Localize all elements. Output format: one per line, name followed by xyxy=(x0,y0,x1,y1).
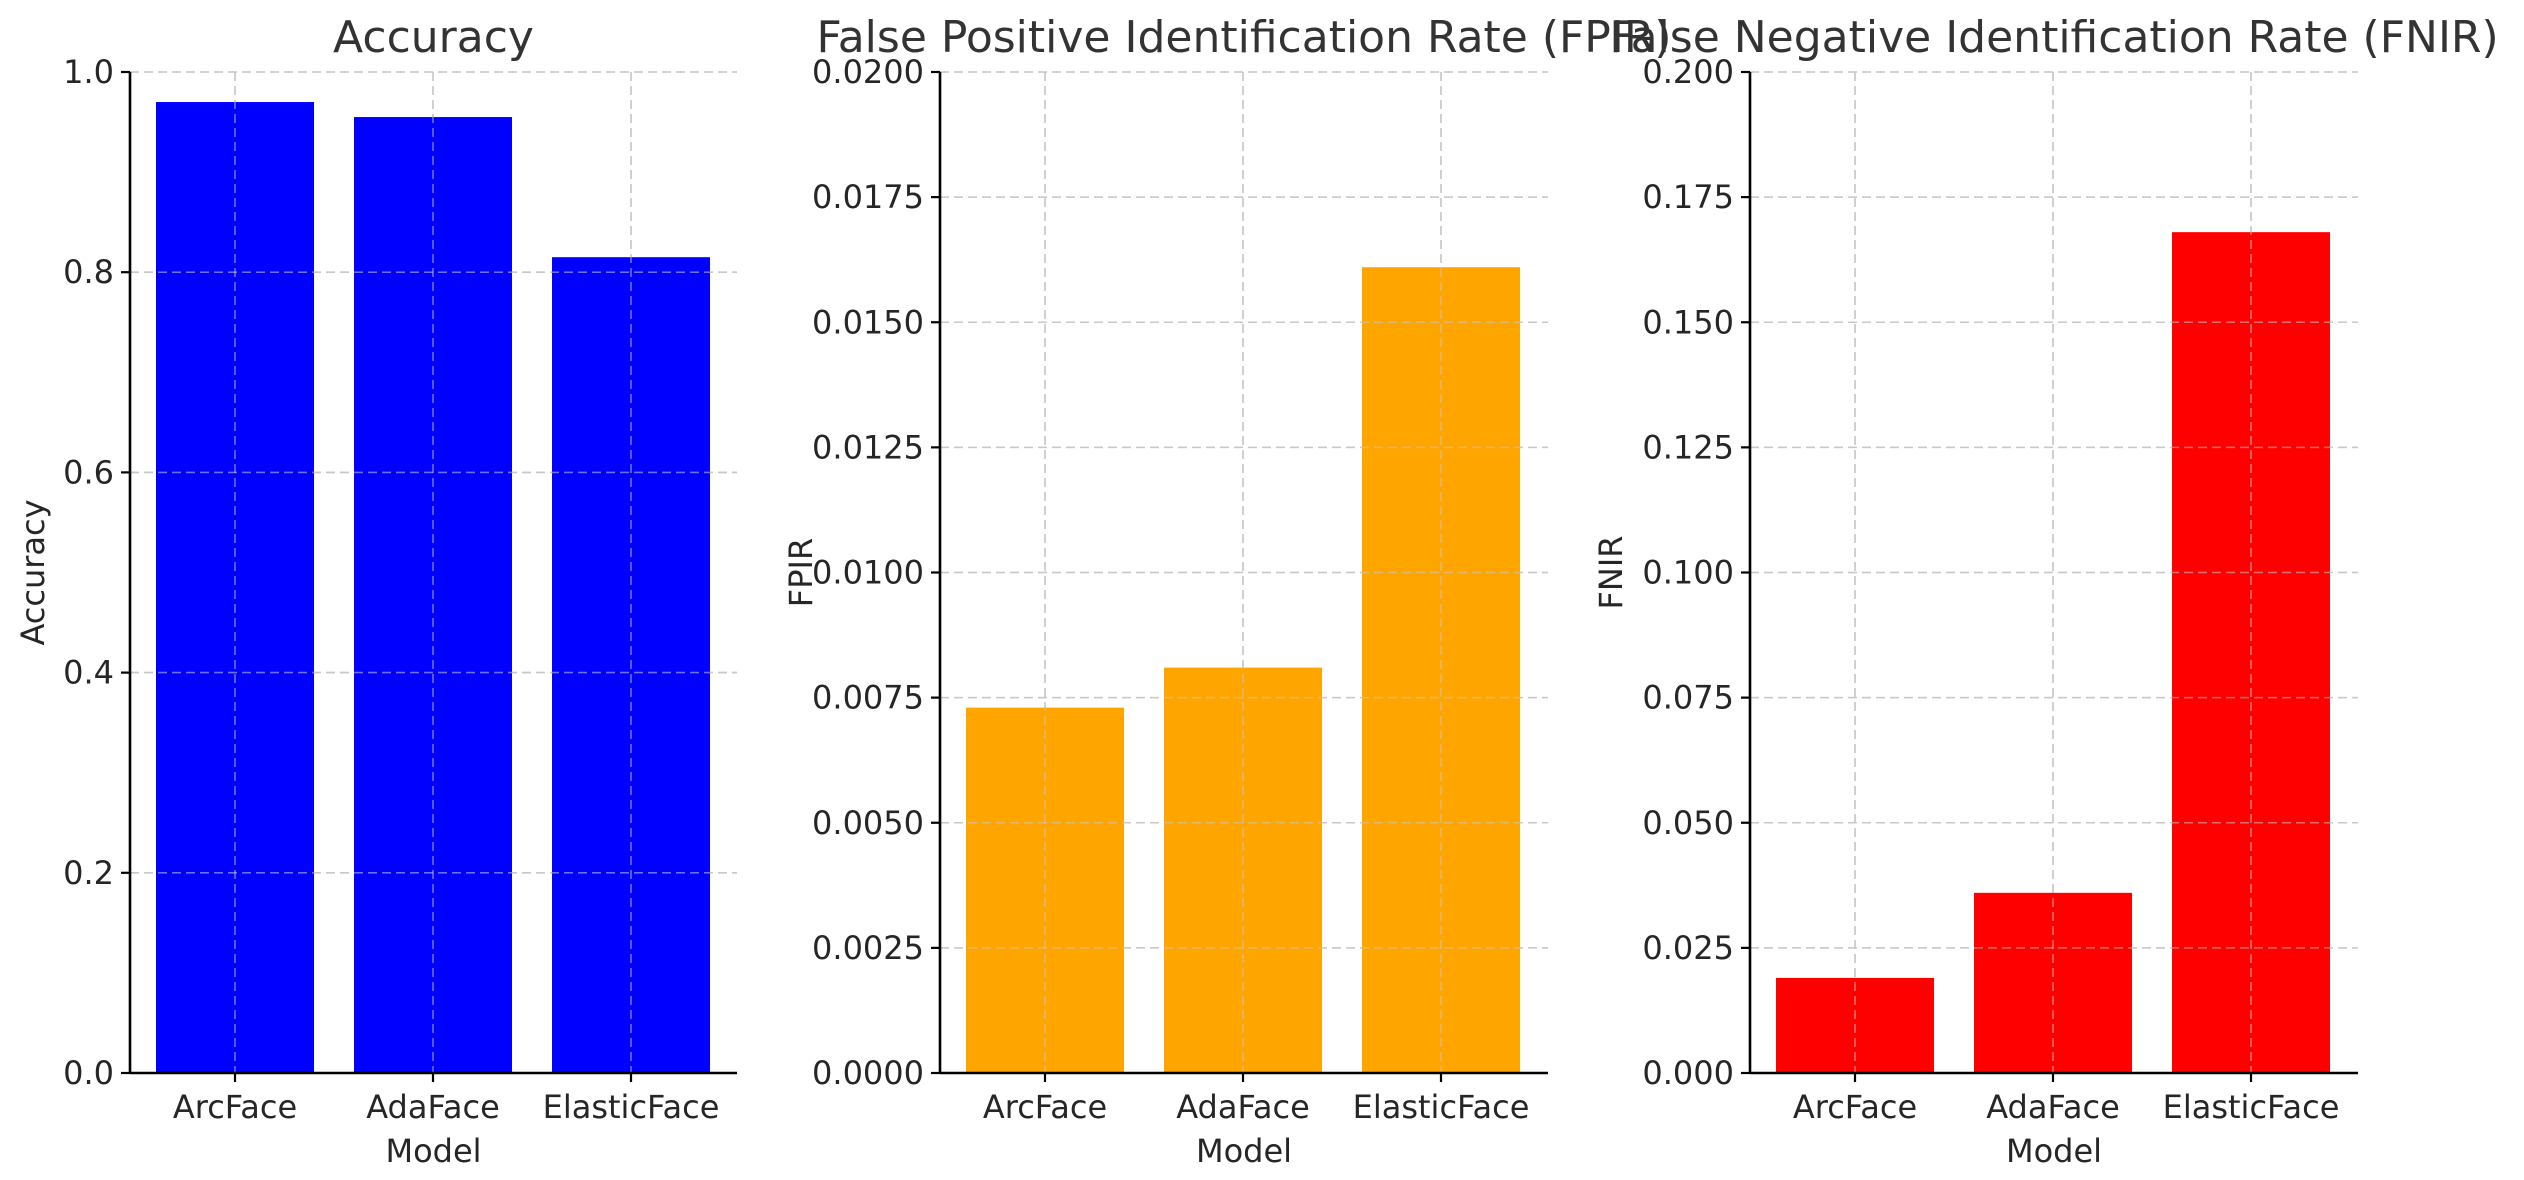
x-axis-label: Model xyxy=(1196,1132,1292,1170)
x-tick-label: ElasticFace xyxy=(2163,1088,2340,1126)
y-tick-label: 0.0075 xyxy=(812,679,924,717)
y-tick-label: 0.025 xyxy=(1642,929,1734,967)
y-tick-label: 0.6 xyxy=(63,453,114,491)
subplot-2: 0.0000 0.0025 0.0050 0.0075 0.0100 0.0125 0.01… xyxy=(782,12,1672,1170)
y-tick-label: 0.0050 xyxy=(812,804,924,842)
y-tick-label: 0.000 xyxy=(1642,1054,1734,1092)
y-tick-label: 0.100 xyxy=(1642,554,1734,592)
y-axis-label: FPIR xyxy=(782,538,820,607)
x-tick-label: ArcFace xyxy=(1793,1088,1917,1126)
y-tick-label: 0.150 xyxy=(1642,303,1734,341)
y-tick-label: 0.2 xyxy=(63,854,114,892)
y-tick-label: 0.0200 xyxy=(812,53,924,91)
subplot-3: 0.000 0.025 0.050 0.075 0.100 0.125 0.150 0.175… xyxy=(1592,12,2499,1170)
y-axis-label: FNIR xyxy=(1592,535,1630,609)
y-tick-label: 0.0150 xyxy=(812,303,924,341)
chart-title: Accuracy xyxy=(333,12,534,63)
x-axis-label: Model xyxy=(2006,1132,2102,1170)
y-tick-label: 1.0 xyxy=(63,53,114,91)
y-tick-label: 0.0175 xyxy=(812,178,924,216)
y-tick-label: 0.8 xyxy=(63,253,114,291)
x-tick-label: AdaFace xyxy=(1986,1088,2120,1126)
x-tick-label: ArcFace xyxy=(983,1088,1107,1126)
y-tick-label: 0.200 xyxy=(1642,53,1734,91)
y-tick-label: 0.075 xyxy=(1642,679,1734,717)
x-tick-label: ElasticFace xyxy=(1353,1088,1530,1126)
chart-title: False Negative Identification Rate (FNIR… xyxy=(1609,12,2498,63)
subplot-1: 0.0 0.2 0.4 0.6 0.8 1.0 ArcFace AdaFace ElasticF… xyxy=(14,12,737,1170)
x-tick-label: AdaFace xyxy=(366,1088,500,1126)
x-axis-label: Model xyxy=(385,1132,481,1170)
chart-title: False Positive Identification Rate (FPIR… xyxy=(816,12,1671,63)
y-tick-label: 0.0 xyxy=(63,1054,114,1092)
y-tick-label: 0.0125 xyxy=(812,428,924,466)
y-tick-label: 0.125 xyxy=(1642,428,1734,466)
y-tick-label: 0.4 xyxy=(63,654,114,692)
y-tick-label: 0.0025 xyxy=(812,929,924,967)
bar-arcface xyxy=(156,102,314,1073)
y-axis-label: Accuracy xyxy=(14,499,52,645)
y-tick-label: 0.050 xyxy=(1642,804,1734,842)
x-tick-label: ElasticFace xyxy=(543,1088,720,1126)
y-tick-label: 0.175 xyxy=(1642,178,1734,216)
y-tick-label: 0.0000 xyxy=(812,1054,924,1092)
x-tick-label: ArcFace xyxy=(173,1088,297,1126)
y-tick-label: 0.0100 xyxy=(812,554,924,592)
x-tick-label: AdaFace xyxy=(1176,1088,1310,1126)
